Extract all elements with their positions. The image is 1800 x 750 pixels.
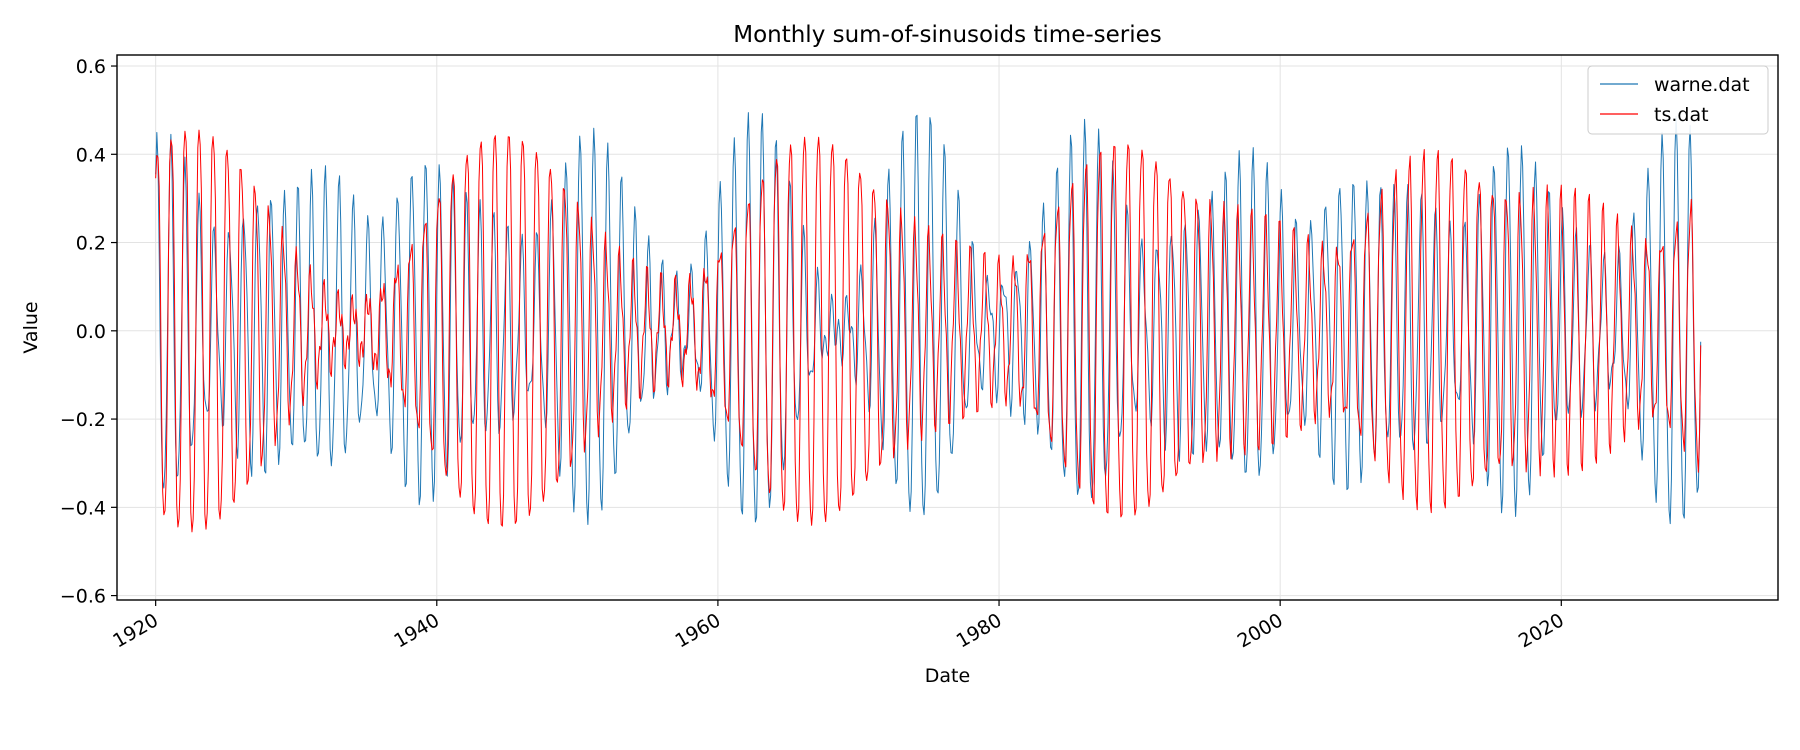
- y-tick-label: −0.4: [60, 497, 106, 519]
- series-line-0: [155, 112, 1702, 525]
- y-tick-label: −0.2: [60, 409, 106, 431]
- legend-box: [1587, 65, 1769, 135]
- plot-frame: [116, 54, 1779, 601]
- y-tick-label: −0.6: [60, 586, 106, 608]
- x-axis-label: Date: [925, 665, 970, 687]
- legend-label: warne.dat: [1654, 74, 1750, 96]
- y-tick-label: 0.4: [76, 144, 106, 166]
- y-tick-label: 0.2: [76, 233, 106, 255]
- series-line-1: [155, 129, 1702, 533]
- legend: warne.dat ts.dat: [1587, 65, 1769, 135]
- chart-title: Monthly sum-of-sinusoids time-series: [733, 22, 1162, 48]
- legend-label: ts.dat: [1654, 104, 1709, 126]
- y-axis-label: Value: [20, 301, 42, 353]
- y-tick-label: 0.6: [76, 56, 106, 78]
- series-layer: [155, 112, 1702, 533]
- y-tick-label: 0.0: [76, 321, 106, 343]
